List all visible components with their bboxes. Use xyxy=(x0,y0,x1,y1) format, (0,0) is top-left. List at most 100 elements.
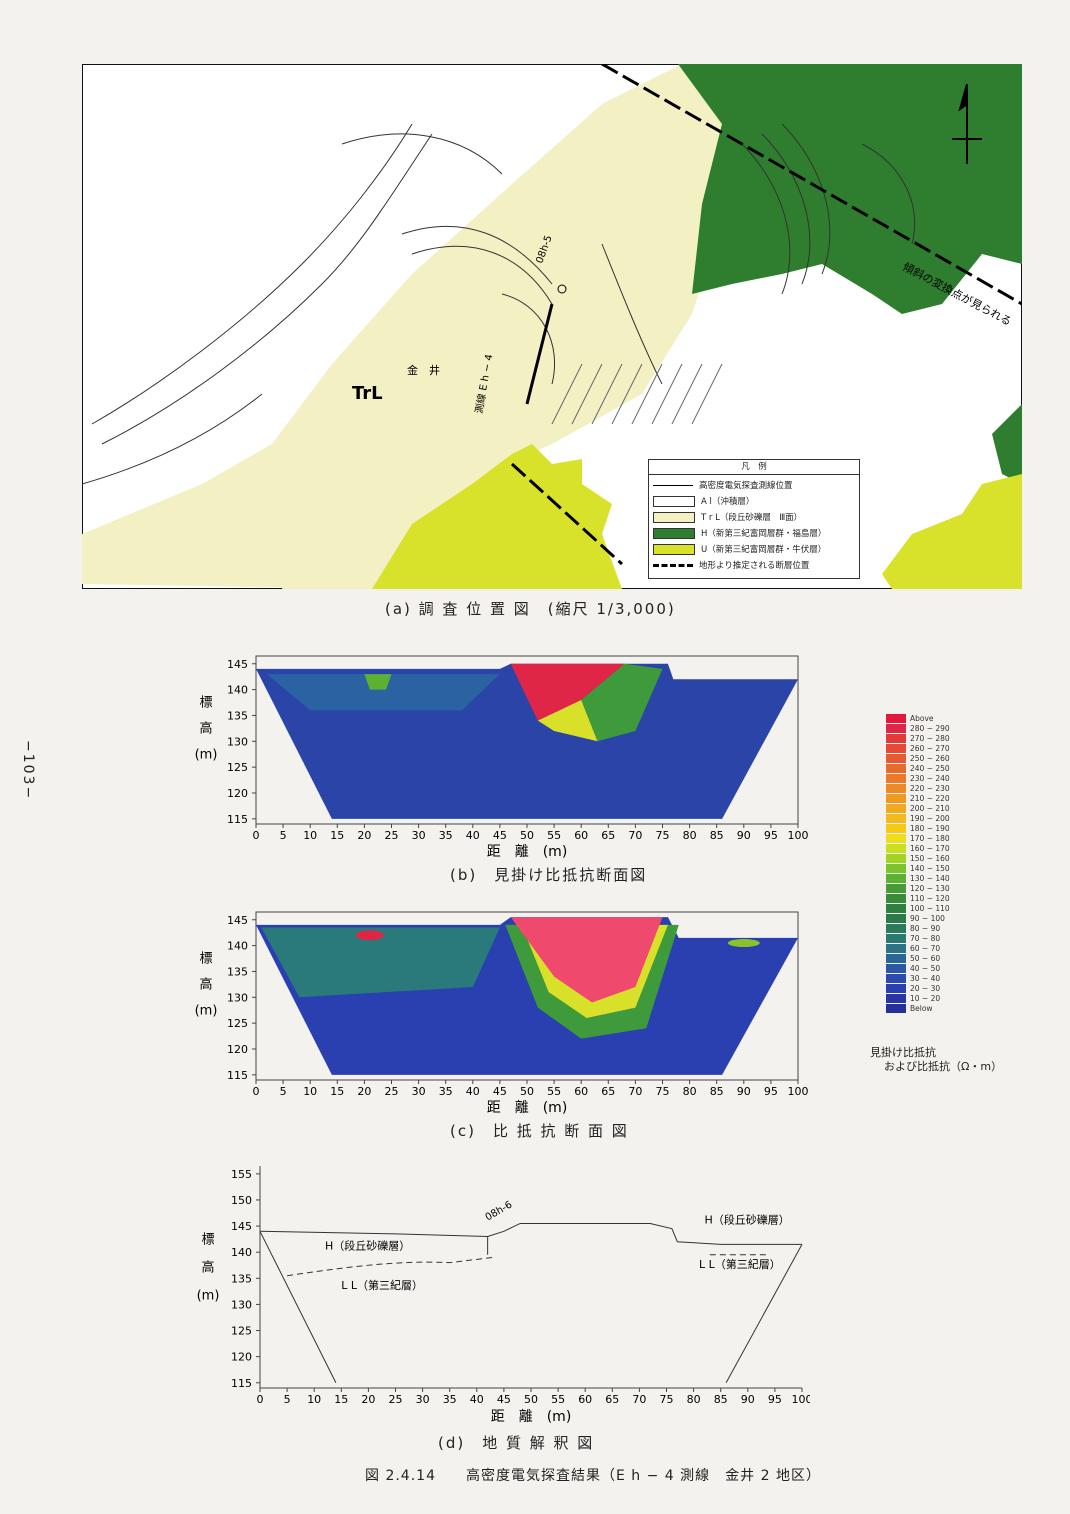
x-tick-label: 5 xyxy=(284,1393,291,1406)
y-tick-label: 150 xyxy=(231,1194,252,1207)
x-tick-label: 40 xyxy=(466,829,480,842)
north-arrow-icon xyxy=(952,83,982,164)
color-scale-label: 230 − 240 xyxy=(910,773,950,783)
color-scale-label: 90 − 100 xyxy=(910,913,945,923)
x-tick-label: 60 xyxy=(578,1393,592,1406)
map-legend-label: U（新第三紀富岡層群・牛伏層） xyxy=(701,545,827,555)
color-scale-row: 190 − 200 xyxy=(886,813,950,823)
color-scale-row: 180 − 190 xyxy=(886,823,950,833)
map-legend-swatch xyxy=(653,484,693,486)
x-tick-label: 90 xyxy=(737,829,751,842)
x-tick-label: 90 xyxy=(741,1393,755,1406)
right-boundary xyxy=(725,1244,803,1384)
page-number: −103− xyxy=(20,740,36,801)
h-formation-area xyxy=(678,64,1022,314)
color-scale-row: 130 − 140 xyxy=(886,873,950,883)
color-scale-label: 100 − 110 xyxy=(910,903,950,913)
map-legend-label: 地形より推定される断層位置 xyxy=(699,561,810,571)
color-scale-row: 220 − 230 xyxy=(886,783,950,793)
map-legend-label: A l（沖積層） xyxy=(701,497,755,507)
y-tick-label: 135 xyxy=(227,709,248,722)
fault-line-lower xyxy=(510,462,624,566)
section-b-mid-zone xyxy=(581,663,663,742)
section-c-caption: (c) 比 抵 抗 断 面 図 xyxy=(450,1122,629,1140)
color-scale-label: 80 − 90 xyxy=(910,923,941,933)
section-c: 145 140 135 130 125 120 115 0 5 10 15 20 25 30 35 40 45 5… xyxy=(190,904,810,1116)
x-tick-label: 55 xyxy=(547,1085,561,1098)
color-scale-swatch xyxy=(886,883,906,893)
x-tick-label: 0 xyxy=(257,1393,264,1406)
color-scale-row: 280 − 290 xyxy=(886,723,950,733)
x-tick-label: 60 xyxy=(574,829,588,842)
section-b-transition xyxy=(537,699,598,742)
color-scale-label: 120 − 130 xyxy=(910,883,950,893)
x-tick-label: 80 xyxy=(683,829,697,842)
color-scale-swatch xyxy=(886,893,906,903)
x-tick-label: 35 xyxy=(443,1393,457,1406)
y-tick-label: 140 xyxy=(227,940,248,953)
x-tick-label: 95 xyxy=(764,1085,778,1098)
x-tick-label: 40 xyxy=(466,1085,480,1098)
color-scale-row: 160 − 170 xyxy=(886,843,950,853)
y-tick-label: 120 xyxy=(227,787,248,800)
x-tick-label: 35 xyxy=(439,829,453,842)
section-b-caption: (b) 見掛け比抵抗断面図 xyxy=(450,866,648,884)
color-scale-label: 150 − 160 xyxy=(910,853,950,863)
map-legend-item: H（新第三紀富岡層群・福島層） xyxy=(653,525,855,541)
y-tick-label: 120 xyxy=(231,1351,252,1364)
hatch-area xyxy=(551,363,723,425)
y-tick-label: 125 xyxy=(227,1017,248,1030)
color-scale-swatch xyxy=(886,933,906,943)
map-contours xyxy=(81,123,916,485)
x-tick-label: 40 xyxy=(470,1393,484,1406)
x-tick-label: 85 xyxy=(710,829,724,842)
color-scale-swatch xyxy=(886,1003,906,1013)
x-tick-label: 30 xyxy=(412,1085,426,1098)
color-scale-label: 280 − 290 xyxy=(910,723,950,733)
color-scale-title-2: および比抵抗（Ω・m） xyxy=(884,1060,1003,1073)
x-tick-label: 70 xyxy=(632,1393,646,1406)
x-tick-label: 20 xyxy=(357,829,371,842)
color-scale-legend: Above 280 − 290 270 − 280 260 − 270 250 − 26… xyxy=(886,713,950,1013)
map-legend-item: U（新第三紀富岡層群・牛伏層） xyxy=(653,541,855,557)
y-axis-label: 高 xyxy=(201,1260,214,1276)
color-scale-swatch xyxy=(886,863,906,873)
section-c-high-zone xyxy=(510,917,663,1003)
x-tick-label: 20 xyxy=(361,1393,375,1406)
x-tick-label: 95 xyxy=(768,1393,782,1406)
x-tick-label: 45 xyxy=(493,829,507,842)
section-d: 08h-6 H（段丘砂礫層） L L（第三紀層） H（段丘砂礫層） L L（第三紀層） 1… xyxy=(190,1158,813,1428)
x-tick-label: 55 xyxy=(551,1393,565,1406)
section-c-shallow xyxy=(261,927,500,998)
x-tick-label: 15 xyxy=(330,829,344,842)
u-formation-area xyxy=(372,444,622,589)
section-d-caption: (d) 地 質 解 釈 図 xyxy=(438,1434,595,1452)
map-legend-item: T r L（段丘砂礫層 Ⅲ面） xyxy=(653,509,855,525)
color-scale-swatch xyxy=(886,963,906,973)
section-b-chart: 145 140 135 130 125 120 115 0 5 10 15 20 25 30 35 40 45 5… xyxy=(195,655,809,860)
y-axis-label: (m) xyxy=(197,1289,220,1304)
y-tick-label: 145 xyxy=(227,914,248,927)
color-scale-label: 10 − 20 xyxy=(910,993,941,1003)
color-scale-swatch xyxy=(886,873,906,883)
section-c-chart: 145 140 135 130 125 120 115 0 5 10 15 20 25 30 35 40 45 5… xyxy=(195,911,809,1116)
y-axis-label: (m) xyxy=(195,1003,218,1018)
section-b-left-pocket xyxy=(364,674,392,690)
map-legend-swatch xyxy=(653,543,695,555)
color-scale-row: 260 − 270 xyxy=(886,743,950,753)
x-tick-label: 100 xyxy=(788,829,809,842)
x-tick-label: 25 xyxy=(385,829,399,842)
color-scale-swatch xyxy=(886,833,906,843)
y-axis-label: (m) xyxy=(195,747,218,762)
map-legend: 凡 例 高密度電気探査測線位置 A l（沖積層） T r L（段丘砂礫層 Ⅲ面） H（… xyxy=(648,459,860,579)
x-tick-label: 90 xyxy=(737,1085,751,1098)
y-tick-label: 125 xyxy=(227,761,248,774)
x-tick-label: 80 xyxy=(683,1085,697,1098)
color-scale-label: 140 − 150 xyxy=(910,863,950,873)
fault-line xyxy=(601,62,1023,306)
color-scale-label: 160 − 170 xyxy=(910,843,950,853)
x-tick-label: 65 xyxy=(605,1393,619,1406)
y-tick-label: 145 xyxy=(231,1220,252,1233)
x-axis-label: 距 離 (m) xyxy=(487,1099,568,1114)
color-scale-row: 140 − 150 xyxy=(886,863,950,873)
